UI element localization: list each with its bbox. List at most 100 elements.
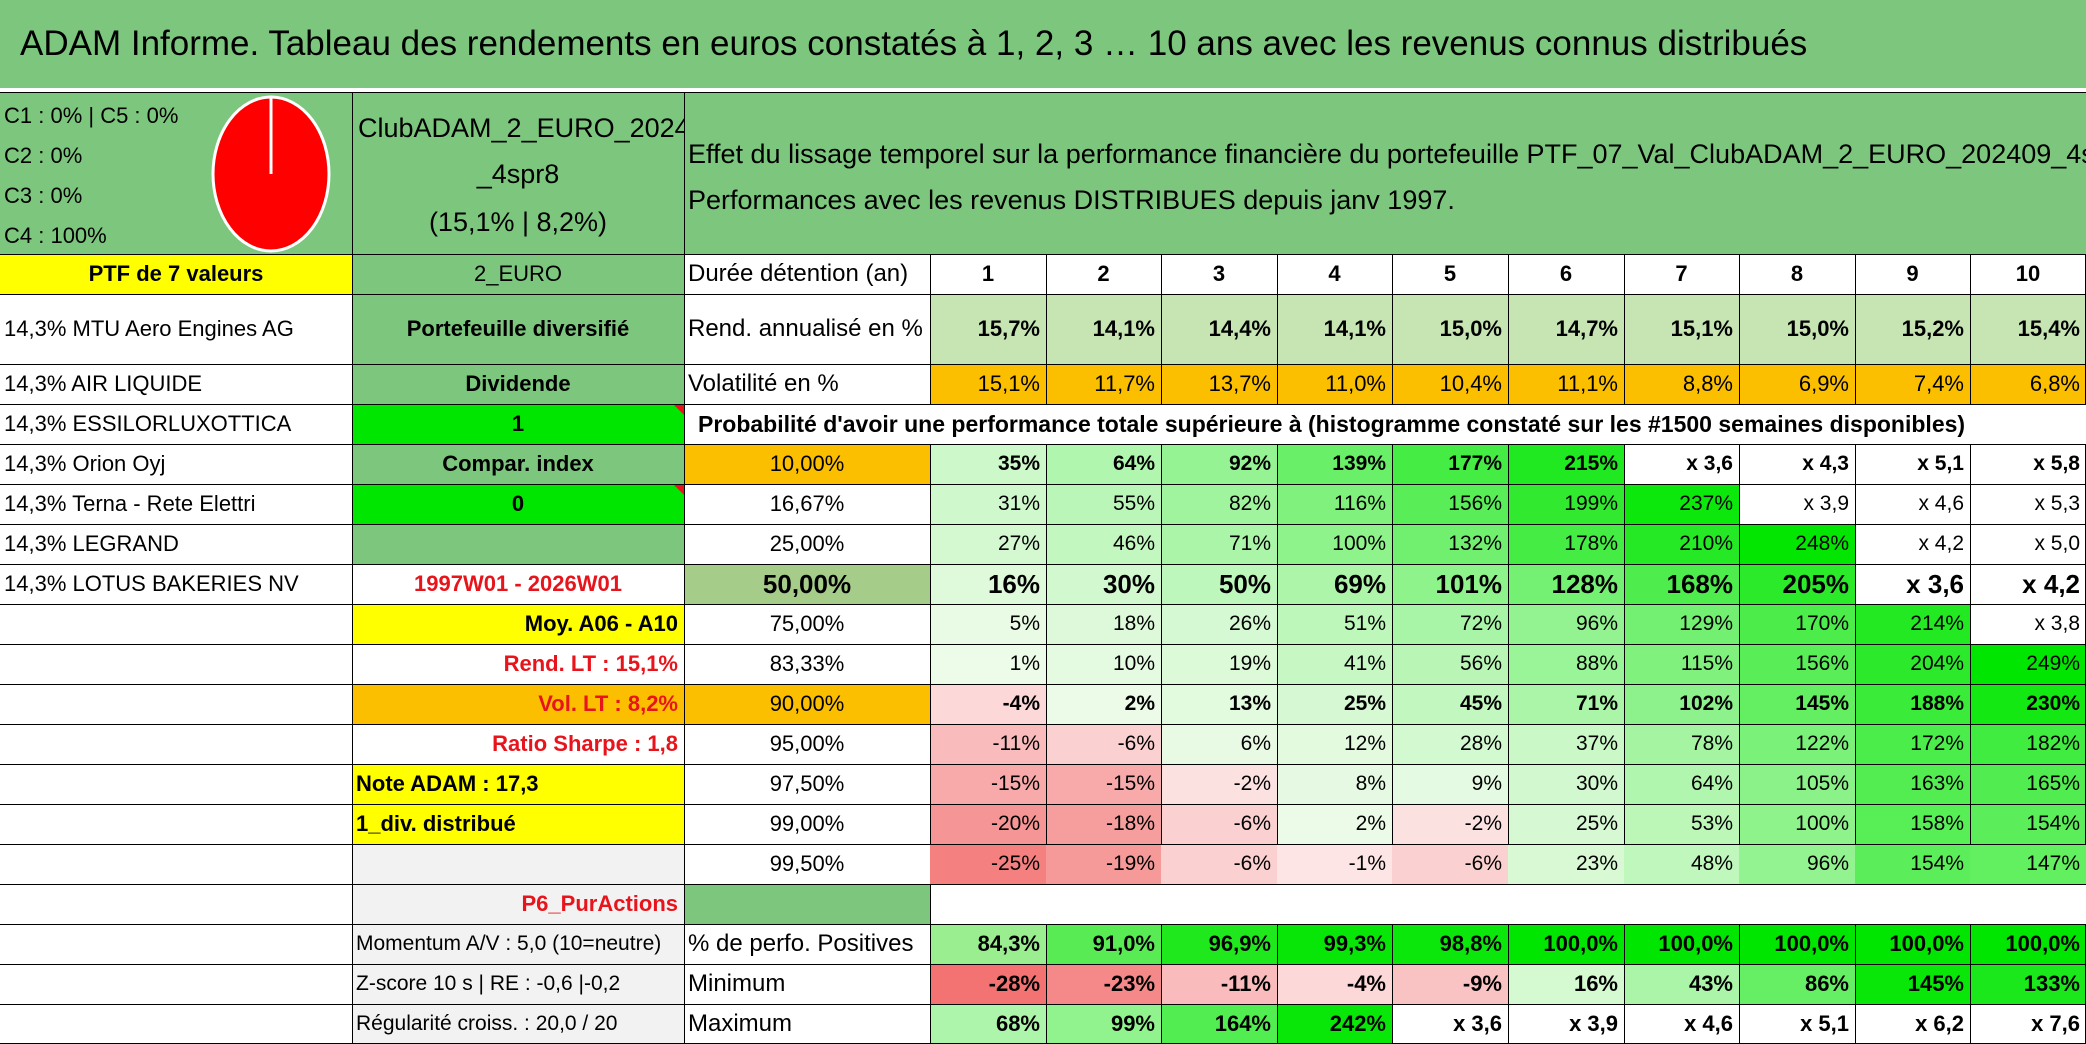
year-header: 3: [1212, 261, 1226, 286]
grid-line: [0, 604, 2086, 605]
rend-cell: 15,7%: [930, 294, 1046, 364]
pos-cell: 100,0%: [1970, 924, 2086, 964]
prob-cell: 177%: [1392, 444, 1508, 484]
grid-line: [1624, 254, 1625, 404]
prob-cell: 48%: [1624, 844, 1739, 884]
grid-line: [0, 924, 2086, 925]
dividend-label: Dividende: [352, 364, 684, 404]
grid-line: [930, 444, 931, 844]
dividend-value[interactable]: 1: [352, 404, 684, 444]
grid-line: [1046, 924, 1047, 1044]
prob-cell: 205%: [1739, 564, 1855, 604]
note-adam: Note ADAM : 17,3: [352, 764, 684, 804]
prob-cell: 82%: [1161, 484, 1277, 524]
prob-cell: -20%: [930, 804, 1046, 844]
prob-cell: 92%: [1161, 444, 1277, 484]
pie-chart: [211, 95, 331, 253]
prob-cell: 145%: [1739, 684, 1855, 724]
grid-line: [1855, 444, 1856, 844]
prob-cell: -6%: [1161, 844, 1277, 884]
grid-line: [1392, 254, 1393, 404]
description-panel: [684, 92, 2086, 254]
legend-line-4: C4 : 100%: [4, 223, 107, 248]
grid-line: [0, 684, 2086, 685]
max-cell: x 6,2: [1855, 1004, 1970, 1044]
prob-cell: 102%: [1624, 684, 1739, 724]
grid-line: [1624, 924, 1625, 1044]
min-cell: -11%: [1161, 964, 1277, 1004]
grid-line: [1739, 444, 1740, 844]
prob-cell: 230%: [1970, 684, 2086, 724]
prob-cell: 26%: [1161, 604, 1277, 644]
grid-line: [1277, 444, 1278, 844]
min-cell: -9%: [1392, 964, 1508, 1004]
empty-grey-cell: [352, 844, 684, 884]
grid-line: [1970, 924, 1971, 1044]
prob-cell: 30%: [1046, 564, 1161, 604]
vol-cell: 11,0%: [1277, 364, 1392, 404]
prob-cell: x 4,2: [1970, 564, 2086, 604]
prob-cell: 50%: [1161, 564, 1277, 604]
min-cell: 86%: [1739, 964, 1855, 1004]
prob-cell: 64%: [1624, 764, 1739, 804]
prob-cell: 100%: [1277, 524, 1392, 564]
prob-cell: 25%: [1508, 804, 1624, 844]
vol-cell: 11,1%: [1508, 364, 1624, 404]
min-cell: 43%: [1624, 964, 1739, 1004]
prob-cell: 9%: [1392, 764, 1508, 804]
grid-line: [0, 564, 2086, 565]
prob-cell: 182%: [1970, 724, 2086, 764]
portfolio-name-line1: ClubADAM_2_EURO_202409: [358, 112, 684, 143]
prob-cell: -6%: [1046, 724, 1161, 764]
portfolio-name-panel: [352, 92, 684, 254]
grid-line: [1508, 444, 1509, 844]
legend-line-1: C1 : 0% | C5 : 0%: [4, 103, 179, 128]
prob-cell: 214%: [1855, 604, 1970, 644]
prob-cell: x 3,6: [1624, 444, 1739, 484]
prob-cell: 55%: [1046, 484, 1161, 524]
portfolio-name-line2: _4spr8: [476, 158, 560, 189]
prob-cell: -6%: [1161, 804, 1277, 844]
max-cell: x 5,1: [1739, 1004, 1855, 1044]
rend-cell: 14,4%: [1161, 294, 1277, 364]
prob-threshold: 99,50%: [769, 851, 845, 876]
grid-line: [1161, 254, 1162, 404]
pos-cell: 98,8%: [1392, 924, 1508, 964]
comment-marker: [673, 484, 684, 495]
grid-line: [1855, 924, 1856, 1044]
prob-cell: 5%: [930, 604, 1046, 644]
prob-cell: x 4,3: [1739, 444, 1855, 484]
prob-cell: -4%: [930, 684, 1046, 724]
prob-cell: 53%: [1624, 804, 1739, 844]
prob-cell: 8%: [1277, 764, 1392, 804]
min-cell: -28%: [930, 964, 1046, 1004]
year-header: 9: [1906, 261, 1919, 286]
grid-line: [1161, 924, 1162, 1044]
prob-cell: 105%: [1739, 764, 1855, 804]
grid-line: [1046, 254, 1047, 404]
grid-line: [0, 804, 2086, 805]
prob-cell: x 3,9: [1739, 484, 1855, 524]
prob-cell: 2%: [1046, 684, 1161, 724]
prob-cell: 23%: [1508, 844, 1624, 884]
prob-cell: 129%: [1624, 604, 1739, 644]
prob-cell: 248%: [1739, 524, 1855, 564]
year-header: 8: [1790, 261, 1804, 286]
prob-cell: 69%: [1277, 564, 1392, 604]
prob-threshold: 83,33%: [769, 651, 845, 676]
prob-threshold: 90,00%: [684, 684, 930, 724]
prob-cell: 19%: [1161, 644, 1277, 684]
compar-value[interactable]: 0: [352, 484, 684, 524]
prob-cell: x 5,0: [1970, 524, 2086, 564]
comment-marker: [673, 404, 684, 415]
min-cell: 16%: [1508, 964, 1624, 1004]
max-cell: 99%: [1046, 1004, 1161, 1044]
grid-line: [0, 884, 2086, 885]
page-title: ADAM Informe. Tableau des rendements en …: [0, 0, 2086, 88]
grid-line: [0, 484, 2086, 485]
prob-cell: 128%: [1508, 564, 1624, 604]
prob-cell: -18%: [1046, 804, 1161, 844]
prob-cell: -6%: [1392, 844, 1508, 884]
grid-line: [0, 964, 2086, 965]
prob-cell: 1%: [930, 644, 1046, 684]
